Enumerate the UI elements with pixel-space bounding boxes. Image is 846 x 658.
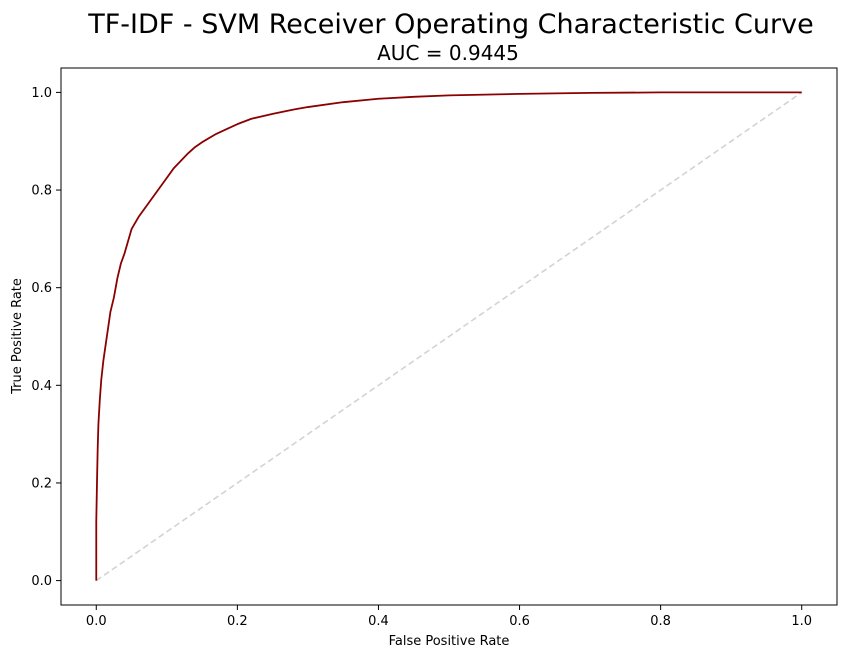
x-tick-label: 0.8 xyxy=(650,614,671,629)
chance-line xyxy=(95,91,803,582)
x-tick-label: 1.0 xyxy=(791,614,812,629)
plot-frame xyxy=(60,67,838,606)
x-tick-label: 0.0 xyxy=(86,614,107,629)
y-tick-label: 0.4 xyxy=(31,379,52,394)
x-tick-label: 0.6 xyxy=(509,614,530,629)
y-tick-label: 0.2 xyxy=(31,476,52,491)
y-tick-label: 0.8 xyxy=(31,184,52,199)
y-axis-label: True Positive Rate xyxy=(10,278,25,395)
chart-subtitle: AUC = 0.9445 xyxy=(377,41,519,65)
x-tick-label: 0.2 xyxy=(227,614,248,629)
chart-title: TF-IDF - SVM Receiver Operating Characte… xyxy=(87,9,813,40)
y-tick-label: 0.0 xyxy=(31,574,52,589)
y-tick-label: 0.6 xyxy=(31,281,52,296)
x-axis-label: False Positive Rate xyxy=(389,634,510,649)
roc-curve-line xyxy=(95,91,802,581)
x-tick-label: 0.4 xyxy=(368,614,389,629)
plot-area xyxy=(95,91,803,582)
y-tick-label: 1.0 xyxy=(31,86,52,101)
